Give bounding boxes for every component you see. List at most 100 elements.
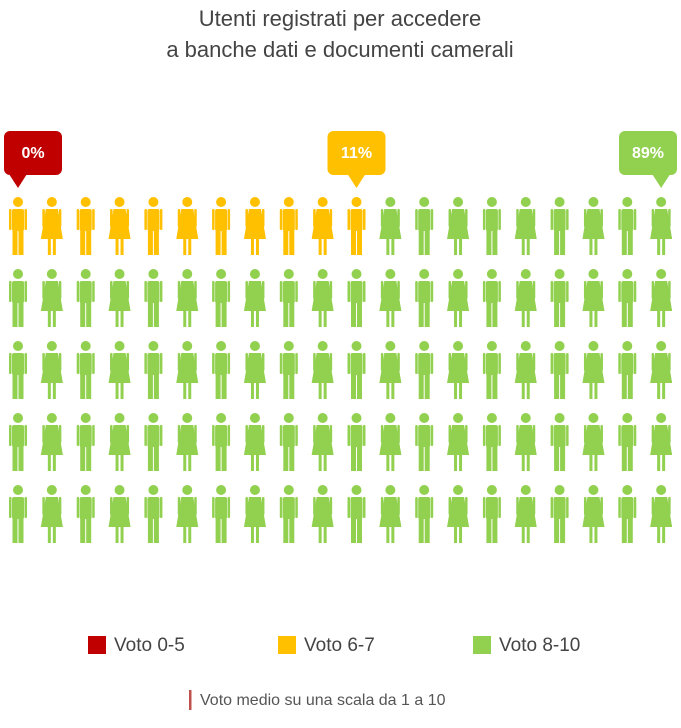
- head: [80, 341, 91, 351]
- leg: [153, 374, 159, 399]
- leg: [221, 230, 227, 255]
- arm: [58, 209, 62, 227]
- person-icon: [582, 197, 605, 255]
- chart-title: a banche dati e documenti camerali: [166, 37, 513, 62]
- person-icon: [212, 341, 231, 399]
- arm: [212, 425, 215, 446]
- leg: [351, 230, 356, 255]
- leg: [147, 374, 153, 399]
- leg: [86, 374, 92, 399]
- leg: [486, 518, 492, 543]
- torso: [79, 497, 92, 519]
- arm: [498, 209, 501, 230]
- head: [486, 269, 497, 279]
- head: [419, 341, 430, 351]
- arm: [159, 497, 163, 518]
- leg: [52, 382, 56, 399]
- leg: [188, 454, 192, 471]
- arm: [380, 353, 384, 371]
- torso: [485, 425, 498, 447]
- torso: [350, 425, 363, 447]
- dress: [514, 353, 537, 383]
- leg: [86, 302, 92, 327]
- callout-box: [619, 131, 677, 175]
- person-icon: [243, 341, 266, 399]
- leg: [115, 238, 119, 255]
- leg: [627, 302, 633, 327]
- leg: [621, 446, 627, 471]
- head: [554, 413, 565, 423]
- arm: [9, 281, 12, 302]
- head: [182, 485, 193, 495]
- person-icon: [550, 341, 569, 399]
- head: [216, 269, 227, 279]
- dress: [379, 353, 402, 383]
- head: [182, 197, 193, 207]
- arm: [600, 497, 603, 515]
- leg: [255, 238, 259, 255]
- arm: [261, 353, 265, 371]
- person-icon: [108, 197, 131, 255]
- arm: [415, 209, 418, 230]
- leg: [188, 238, 192, 255]
- person-icon: [311, 413, 334, 471]
- arm: [76, 425, 80, 446]
- dress: [243, 425, 266, 455]
- arm: [144, 353, 147, 374]
- arm: [261, 281, 265, 299]
- leg: [486, 446, 492, 471]
- dress: [447, 281, 470, 311]
- arm: [448, 425, 452, 443]
- arm: [329, 353, 333, 371]
- person-icon: [40, 269, 63, 327]
- arm: [347, 353, 350, 374]
- legend-swatch: [88, 636, 106, 654]
- person-icon: [550, 269, 569, 327]
- person-icon: [243, 413, 266, 471]
- head: [622, 197, 633, 207]
- arm: [126, 425, 130, 443]
- leg: [621, 518, 627, 543]
- arm: [566, 281, 569, 302]
- arm: [313, 353, 316, 371]
- person-icon: [212, 197, 231, 255]
- arm: [177, 425, 181, 443]
- dress: [650, 209, 673, 239]
- leg: [526, 454, 530, 471]
- arm: [482, 281, 486, 302]
- arm: [430, 281, 434, 302]
- torso: [215, 281, 228, 303]
- arm: [177, 353, 181, 371]
- leg: [153, 518, 159, 543]
- person-icon: [482, 485, 501, 543]
- arm: [397, 425, 400, 443]
- arm: [651, 209, 655, 227]
- arm: [448, 353, 452, 371]
- arm: [430, 497, 434, 518]
- arm: [245, 425, 248, 443]
- arm: [42, 281, 45, 299]
- person-icon: [650, 197, 673, 255]
- leg: [459, 526, 463, 543]
- arm: [347, 209, 350, 230]
- torso: [350, 353, 363, 375]
- torso: [215, 353, 228, 375]
- leg: [115, 382, 119, 399]
- leg: [459, 382, 463, 399]
- head: [656, 341, 667, 351]
- arm: [24, 209, 27, 230]
- head: [520, 485, 531, 495]
- leg: [662, 454, 666, 471]
- arm: [261, 209, 265, 227]
- arm: [58, 497, 62, 515]
- leg: [18, 446, 24, 471]
- leg: [289, 518, 295, 543]
- arm: [363, 209, 366, 230]
- leg: [560, 302, 566, 327]
- arm: [313, 281, 316, 299]
- torso: [553, 425, 566, 447]
- leg: [115, 526, 119, 543]
- head: [283, 485, 294, 495]
- head: [46, 197, 57, 207]
